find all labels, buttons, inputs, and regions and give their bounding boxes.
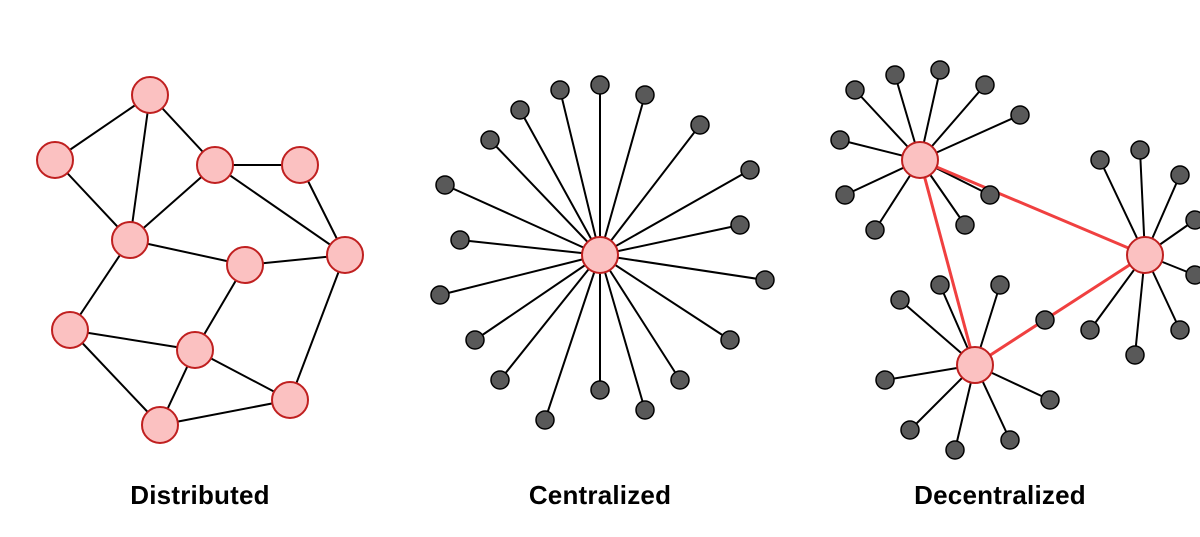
distributed-caption: Distributed: [0, 480, 400, 511]
leaf-node: [1011, 106, 1029, 124]
primary-node: [327, 237, 363, 273]
distributed-edges: [55, 95, 345, 425]
leaf-node: [431, 286, 449, 304]
leaf-node: [1001, 431, 1019, 449]
primary-node: [177, 332, 213, 368]
panel-decentralized: Decentralized: [800, 0, 1200, 537]
leaf-node: [831, 131, 849, 149]
hub-node: [902, 142, 938, 178]
decentralized-hubs: [902, 142, 1163, 383]
primary-node: [112, 222, 148, 258]
leaf-node: [846, 81, 864, 99]
leaf-node: [1186, 266, 1200, 284]
leaf-node: [451, 231, 469, 249]
leaf-node: [741, 161, 759, 179]
decentralized-hub-edges: [920, 160, 1145, 365]
leaf-node: [1171, 321, 1189, 339]
leaf-node: [876, 371, 894, 389]
leaf-node: [731, 216, 749, 234]
leaf-node: [756, 271, 774, 289]
panel-distributed: Distributed: [0, 0, 400, 537]
leaf-node: [981, 186, 999, 204]
primary-node: [282, 147, 318, 183]
leaf-node: [591, 76, 609, 94]
leaf-node: [671, 371, 689, 389]
leaf-node: [836, 186, 854, 204]
leaf-node: [591, 381, 609, 399]
leaf-node: [436, 176, 454, 194]
leaf-node: [1041, 391, 1059, 409]
primary-node: [227, 247, 263, 283]
center-node: [582, 237, 618, 273]
leaf-node: [511, 101, 529, 119]
centralized-graph: [400, 30, 800, 490]
leaf-node: [1091, 151, 1109, 169]
leaf-node: [891, 291, 909, 309]
leaf-node: [931, 276, 949, 294]
leaf-node: [636, 401, 654, 419]
leaf-node: [466, 331, 484, 349]
leaf-node: [1081, 321, 1099, 339]
leaf-node: [901, 421, 919, 439]
leaf-node: [1171, 166, 1189, 184]
primary-node: [37, 142, 73, 178]
leaf-node: [536, 411, 554, 429]
primary-node: [272, 382, 308, 418]
primary-node: [142, 407, 178, 443]
leaf-node: [491, 371, 509, 389]
leaf-node: [991, 276, 1009, 294]
leaf-node: [866, 221, 884, 239]
centralized-caption: Centralized: [400, 480, 800, 511]
primary-node: [197, 147, 233, 183]
diagram-container: Distributed Centralized Decentralized: [0, 0, 1200, 537]
leaf-node: [636, 86, 654, 104]
leaf-node: [946, 441, 964, 459]
leaf-node: [691, 116, 709, 134]
leaf-node: [956, 216, 974, 234]
leaf-node: [481, 131, 499, 149]
leaf-node: [1131, 141, 1149, 159]
leaf-node: [931, 61, 949, 79]
decentralized-graph: [800, 30, 1200, 490]
hub-node: [1127, 237, 1163, 273]
leaf-node: [721, 331, 739, 349]
leaf-node: [1036, 311, 1054, 329]
leaf-node: [1186, 211, 1200, 229]
primary-node: [52, 312, 88, 348]
leaf-node: [886, 66, 904, 84]
distributed-nodes: [37, 77, 363, 443]
hub-node: [957, 347, 993, 383]
primary-node: [132, 77, 168, 113]
leaf-node: [551, 81, 569, 99]
decentralized-caption: Decentralized: [800, 480, 1200, 511]
panel-centralized: Centralized: [400, 0, 800, 537]
leaf-node: [976, 76, 994, 94]
distributed-graph: [0, 30, 400, 490]
centralized-center: [582, 237, 618, 273]
leaf-node: [1126, 346, 1144, 364]
